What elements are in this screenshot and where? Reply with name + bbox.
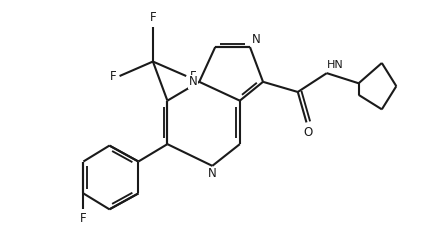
Text: N: N (189, 75, 198, 88)
Text: N: N (208, 167, 217, 180)
Text: F: F (190, 70, 196, 82)
Text: HN: HN (327, 60, 343, 70)
Text: O: O (303, 126, 312, 139)
Text: F: F (149, 11, 156, 24)
Text: F: F (110, 70, 116, 82)
Text: F: F (80, 212, 87, 225)
Text: N: N (251, 33, 260, 46)
